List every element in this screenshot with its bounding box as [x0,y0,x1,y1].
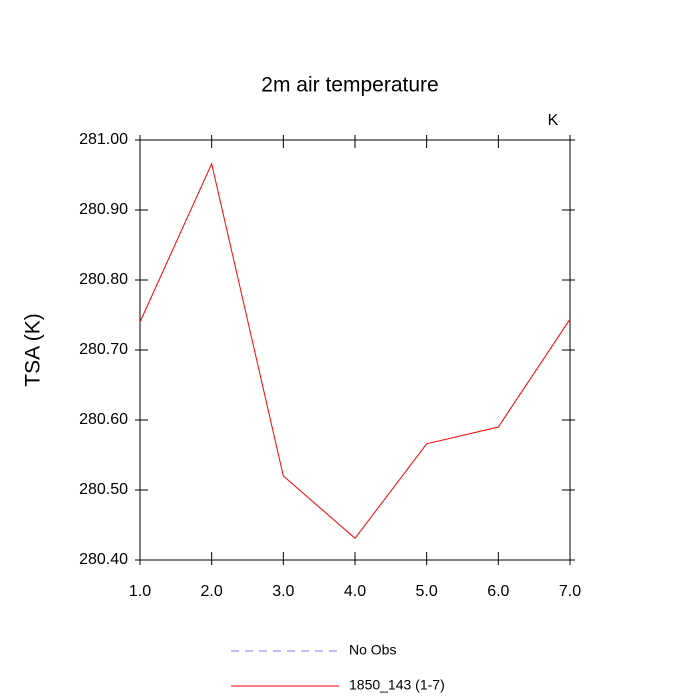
y-tick-label: 280.60 [79,411,128,428]
legend-label: No Obs [349,642,396,658]
units-label: K [548,112,559,129]
y-tick-label: 280.80 [79,271,128,288]
y-tick-label: 280.70 [79,341,128,358]
plot-frame [139,139,571,561]
y-tick-label: 280.90 [79,201,128,218]
x-tick-label: 7.0 [559,583,581,600]
chart-title: 2m air temperature [261,74,438,97]
x-tick-label: 1.0 [129,583,151,600]
y-tick-label: 280.50 [79,481,128,498]
series-line [139,162,571,540]
x-tick-label: 6.0 [487,583,509,600]
y-tick-label: 280.40 [79,551,128,568]
y-tick-label: 281.00 [79,131,128,148]
x-tick-label: 4.0 [344,583,366,600]
x-tick-label: 3.0 [272,583,294,600]
legend-label: 1850_143 (1-7) [349,677,445,693]
y-axis-label: TSA (K) [22,313,45,387]
x-tick-label: 5.0 [416,583,438,600]
x-tick-label: 2.0 [201,583,223,600]
